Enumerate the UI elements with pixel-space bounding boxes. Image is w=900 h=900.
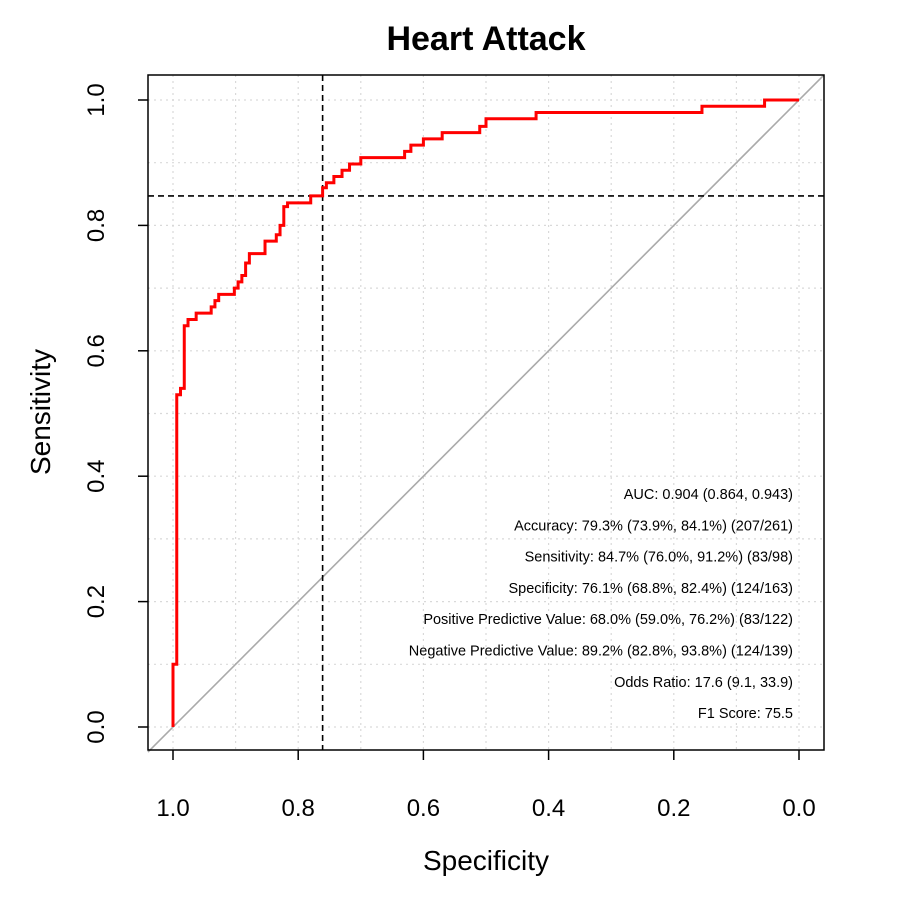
stat-line: Accuracy: 79.3% (73.9%, 84.1%) (207/261): [514, 518, 793, 534]
stat-line: Specificity: 76.1% (68.8%, 82.4%) (124/1…: [508, 581, 793, 597]
x-tick-label: 0.4: [532, 795, 565, 822]
reference-diagonal-line: [147, 74, 825, 753]
x-axis-label: Specificity: [423, 845, 549, 876]
y-tick-label: 0.4: [83, 460, 110, 493]
stat-line: Odds Ratio: 17.6 (9.1, 33.9): [614, 675, 793, 691]
stat-line: Positive Predictive Value: 68.0% (59.0%,…: [423, 612, 793, 628]
y-tick-label: 0.6: [83, 334, 110, 367]
stat-line: AUC: 0.904 (0.864, 0.943): [624, 487, 793, 503]
x-tick-label: 1.0: [156, 795, 189, 822]
y-axis-ticks: 0.0 0.2 0.4 0.6 0.8 1.0: [83, 83, 148, 744]
y-tick-label: 0.0: [83, 710, 110, 743]
x-tick-label: 0.2: [657, 795, 690, 822]
stat-line: Negative Predictive Value: 89.2% (82.8%,…: [409, 644, 793, 660]
x-tick-label: 0.8: [282, 795, 315, 822]
x-axis-ticks: 1.0 0.8 0.6 0.4 0.2 0.0: [156, 750, 816, 822]
stat-line: F1 Score: 75.5: [698, 706, 793, 722]
statistics-panel: AUC: 0.904 (0.864, 0.943) Accuracy: 79.3%…: [409, 487, 793, 722]
roc-curve-line: [171, 98, 799, 727]
y-tick-label: 0.8: [83, 209, 110, 242]
chart-title: Heart Attack: [386, 20, 585, 58]
x-tick-label: 0.0: [782, 795, 815, 822]
y-tick-label: 1.0: [83, 83, 110, 116]
x-tick-label: 0.6: [407, 795, 440, 822]
stat-line: Sensitivity: 84.7% (76.0%, 91.2%) (83/98…: [525, 550, 793, 566]
grid-lines: [148, 75, 824, 750]
plot-frame: [147, 74, 825, 751]
y-axis-label: Sensitivity: [25, 349, 56, 475]
y-tick-label: 0.2: [83, 585, 110, 618]
